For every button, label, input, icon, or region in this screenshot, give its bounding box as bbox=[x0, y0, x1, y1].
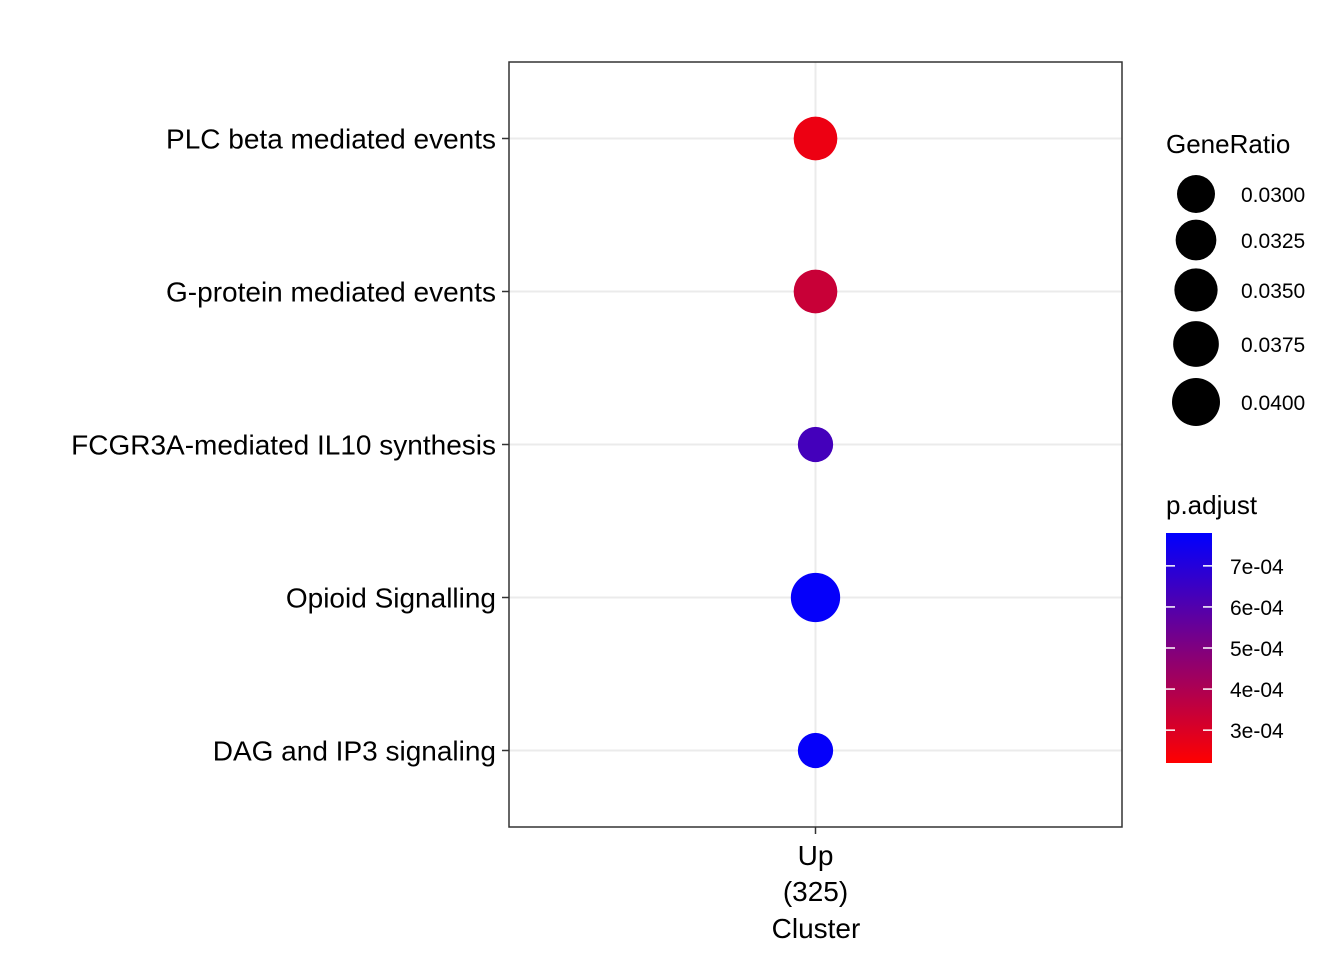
size-legend: GeneRatio 0.0300 0.0325 0.0350 0.0375 0.0400 bbox=[1166, 129, 1305, 426]
color-legend-label-1: 6e-04 bbox=[1230, 597, 1284, 620]
size-legend-key-0 bbox=[1177, 175, 1215, 213]
size-legend-key-1 bbox=[1175, 219, 1217, 261]
point-g-protein-mediated-events bbox=[793, 269, 838, 314]
size-legend-label-1: 0.0325 bbox=[1241, 230, 1305, 253]
size-legend-key-2 bbox=[1174, 268, 1218, 312]
size-legend-key-4 bbox=[1172, 378, 1220, 426]
point-opioid-signalling bbox=[790, 572, 841, 623]
y-tick-label-plc-beta-mediated-events: PLC beta mediated events bbox=[166, 124, 496, 155]
size-legend-title: GeneRatio bbox=[1166, 129, 1290, 159]
size-legend-label-3: 0.0375 bbox=[1241, 334, 1305, 357]
color-legend-label-2: 5e-04 bbox=[1230, 638, 1284, 661]
color-legend-title: p.adjust bbox=[1166, 490, 1258, 520]
y-tick-label-dag-and-ip3-signaling: DAG and IP3 signaling bbox=[213, 736, 496, 767]
color-legend-label-4: 3e-04 bbox=[1230, 720, 1284, 743]
size-legend-label-4: 0.0400 bbox=[1241, 392, 1305, 415]
y-axis: DAG and IP3 signaling Opioid Signalling FC… bbox=[71, 124, 509, 767]
y-tick-label-opioid-signalling: Opioid Signalling bbox=[286, 583, 496, 614]
color-legend-label-3: 4e-04 bbox=[1230, 679, 1284, 702]
point-fcgr3a-mediated-il10-synthesis bbox=[797, 426, 834, 463]
y-tick-label-g-protein-mediated-events: G-protein mediated events bbox=[166, 277, 496, 308]
point-plc-beta-mediated-events bbox=[793, 116, 838, 161]
size-legend-label-2: 0.0350 bbox=[1241, 280, 1305, 303]
x-axis: Up (325) bbox=[783, 827, 848, 907]
x-tick-label-up-325: Up (325) bbox=[783, 840, 848, 907]
y-tick-label-fcgr3a-mediated-il10-synthesis: FCGR3A-mediated IL10 synthesis bbox=[71, 430, 496, 461]
color-legend-label-0: 7e-04 bbox=[1230, 556, 1284, 579]
color-legend: p.adjust 7e-04 6e-04 5e-04 4e-04 3e-04 bbox=[1166, 490, 1284, 763]
x-axis-title: Cluster bbox=[772, 913, 861, 944]
point-dag-and-ip3-signaling bbox=[797, 732, 834, 769]
size-legend-label-0: 0.0300 bbox=[1241, 184, 1305, 207]
data-points bbox=[790, 116, 841, 769]
size-legend-key-3 bbox=[1173, 321, 1219, 367]
